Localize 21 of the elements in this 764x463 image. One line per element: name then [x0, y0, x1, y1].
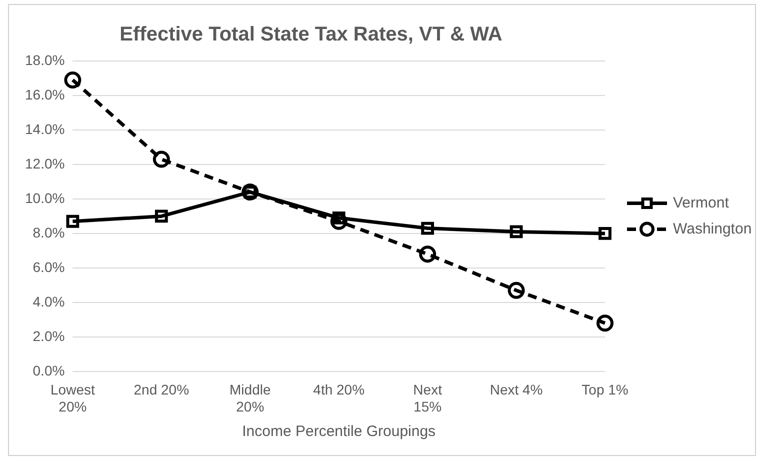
y-tick-label: 10.0% — [24, 190, 65, 206]
y-tick-label: 18.0% — [24, 52, 65, 68]
y-tick-label: 0.0% — [32, 362, 65, 378]
x-tick-label: Lowest 20% — [50, 382, 95, 414]
x-tick-label: Next 4% — [490, 382, 543, 398]
legend-label: Vermont — [673, 194, 730, 212]
y-tick-label: 14.0% — [24, 120, 65, 137]
y-tick-label: 4.0% — [32, 293, 65, 310]
x-tick-label: 2nd 20% — [134, 382, 190, 398]
x-tick-label: Middle 20% — [230, 382, 271, 414]
y-tick-label: 6.0% — [32, 258, 65, 275]
x-axis-title: Income Percentile Groupings — [242, 423, 436, 440]
y-tick-label: 16.0% — [24, 86, 65, 102]
y-tick-label: 2.0% — [32, 328, 65, 344]
chart-title: Effective Total State Tax Rates, VT & WA — [120, 24, 502, 46]
y-tick-label: 12.0% — [24, 155, 65, 172]
x-tick-label: Top 1% — [582, 382, 628, 398]
y-tick-label: 8.0% — [32, 224, 65, 240]
legend-label: Washington — [673, 220, 752, 238]
x-tick-label: 4th 20% — [313, 382, 365, 398]
x-tick-label: Next 15% — [413, 382, 442, 414]
